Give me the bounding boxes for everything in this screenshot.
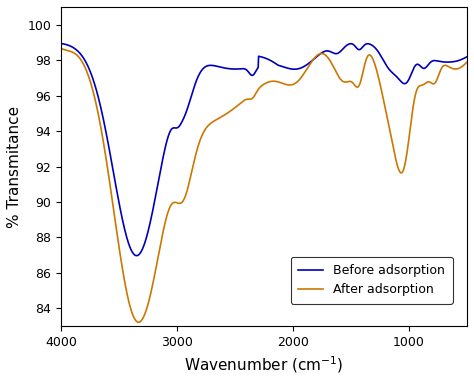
Before adsorption [100,113,105,118]
Line: After adsorption: After adsorption [61,49,467,322]
X-axis label: Wavenumber (cm$^{-1}$): Wavenumber (cm$^{-1}$) [184,354,344,375]
Before adsorption [237,66,243,71]
After adsorption [237,101,243,106]
After adsorption [383,107,388,111]
Before adsorption [337,49,343,54]
Legend: Before adsorption, After adsorption: Before adsorption, After adsorption [291,257,453,304]
After adsorption [58,46,64,51]
After adsorption [100,135,105,139]
Before adsorption [383,62,388,66]
After adsorption [464,60,470,64]
Before adsorption [58,41,64,46]
Before adsorption [375,49,381,54]
After adsorption [375,73,381,78]
After adsorption [223,112,228,117]
Y-axis label: % Transmitance: % Transmitance [7,105,22,228]
After adsorption [136,320,142,325]
Before adsorption [464,54,470,59]
Line: Before adsorption: Before adsorption [61,44,467,256]
After adsorption [337,77,343,81]
Before adsorption [134,253,139,258]
Before adsorption [223,66,228,70]
